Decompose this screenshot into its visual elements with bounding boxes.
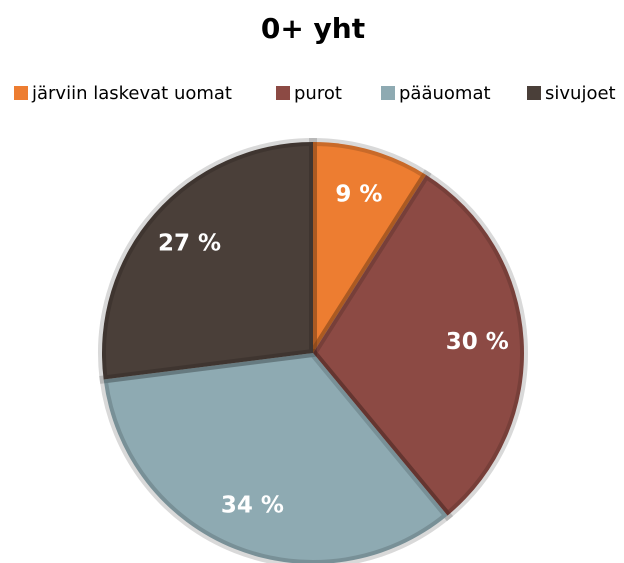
pie-slice-edge [98,137,317,384]
legend-label: purot [294,83,342,104]
legend-swatch [14,86,28,100]
pie-slice [103,353,448,563]
legend-label: pääuomat [399,83,491,104]
pie-slice-edge [99,348,454,563]
pie-slice [313,142,427,353]
pie-slice [101,142,313,380]
legend-label: sivujoet [545,83,616,104]
value-label: 34 % [221,493,284,519]
legend-swatch [276,86,290,100]
pie-slice [313,174,524,516]
legend-swatch [527,86,541,100]
pie-slice-edge [308,169,528,522]
value-label: 27 % [158,231,221,257]
pie-slice-edge [309,137,432,367]
value-label: 9 % [335,181,382,207]
legend-swatch [381,86,395,100]
chart-title: 0+ yht [261,12,365,45]
legend-label: järviin laskevat uomat [31,83,232,104]
value-label: 30 % [446,329,509,355]
